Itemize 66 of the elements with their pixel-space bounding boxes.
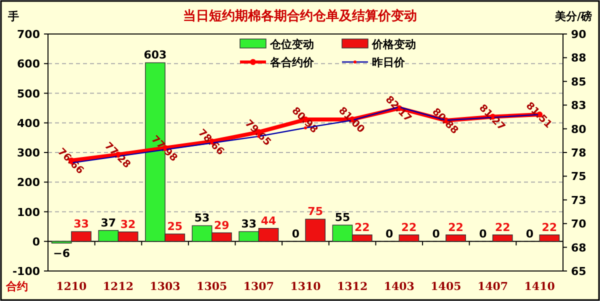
y-tick-label: 700: [17, 28, 40, 41]
data-label: 0: [432, 227, 440, 240]
x-tick-label: 1410: [524, 280, 556, 293]
y-tick-label: 500: [17, 87, 40, 100]
y-tick-label: 300: [17, 146, 40, 160]
data-label: 33: [74, 218, 89, 231]
data-label: 32: [120, 218, 136, 231]
legend-label: 价格变动: [371, 38, 416, 51]
data-label: −6: [53, 247, 70, 260]
y-axis-title: 手: [7, 10, 19, 23]
y2-tick-label: 83: [571, 99, 586, 112]
data-label: 0: [385, 227, 394, 240]
y2-tick-label: 70: [571, 218, 587, 231]
data-label: 33: [241, 218, 257, 231]
legend-label: 各合约价: [269, 56, 315, 69]
y-tick-label: 600: [17, 58, 40, 71]
x-tick-label: 1405: [430, 280, 462, 293]
x-tick-label: 1212: [102, 280, 134, 293]
x-axis-title: 合约: [5, 280, 28, 293]
data-label: 603: [144, 48, 167, 62]
y2-tick-label: 75: [571, 170, 586, 184]
data-label: 0: [292, 227, 300, 240]
data-label: 55: [334, 211, 350, 224]
bar: [305, 218, 326, 242]
data-label: 22: [448, 220, 464, 234]
data-label: 22: [354, 220, 370, 234]
x-tick-label: 1407: [477, 280, 508, 293]
y2-tick-label: 78: [571, 146, 586, 160]
x-tick-label: 1210: [56, 280, 88, 293]
x-tick-label: 1312: [337, 280, 368, 293]
bar: [398, 234, 420, 242]
y-tick-label: 400: [17, 116, 40, 130]
chart-title: 当日短约期棉各期合约仓单及结算价变动: [183, 8, 417, 24]
y-tick-label: 0: [32, 235, 40, 248]
y2-tick-label: 85: [571, 75, 586, 88]
data-label: 37: [100, 216, 116, 230]
data-label: 22: [494, 220, 510, 234]
legend-label: 仓位变动: [269, 38, 314, 51]
y2-tick-label: 90: [571, 28, 587, 41]
legend-label: 昨日价: [372, 56, 406, 69]
data-label: 0: [526, 227, 534, 240]
x-tick-label: 1403: [384, 280, 414, 293]
x-tick-label: 1305: [196, 280, 228, 293]
y2-tick-label: 65: [571, 265, 586, 278]
data-label: 29: [214, 218, 230, 232]
y2-tick-label: 88: [571, 52, 586, 65]
y2-tick-label: 80: [571, 122, 587, 136]
data-label: 22: [401, 220, 417, 234]
bar: [492, 234, 513, 242]
y-tick-label: 200: [17, 176, 40, 190]
y-tick-label: -100: [12, 265, 40, 278]
x-tick-label: 1303: [150, 280, 180, 293]
data-label: 25: [167, 220, 183, 233]
bar: [539, 234, 560, 242]
y2-tick-label: 73: [571, 194, 586, 207]
x-tick-label: 1307: [243, 280, 274, 293]
bar: [446, 234, 466, 242]
y2-axis-title: 美分/磅: [554, 10, 592, 23]
x-tick-label: 1310: [290, 280, 322, 293]
y-tick-label: 100: [17, 206, 40, 219]
data-label: 53: [194, 212, 210, 225]
data-label: 22: [542, 220, 558, 234]
data-label: 75: [308, 205, 323, 218]
data-label: 44: [260, 214, 277, 228]
y2-tick-label: 68: [571, 241, 586, 254]
data-label: 0: [479, 227, 488, 240]
